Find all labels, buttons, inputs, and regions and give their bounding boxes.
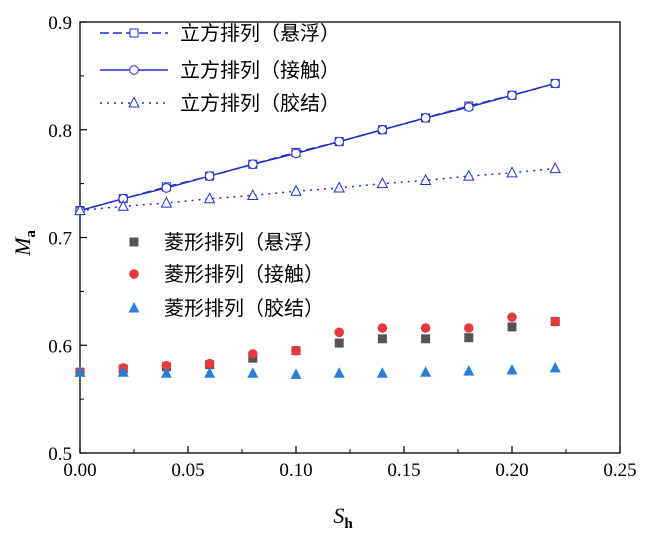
data-point [290,184,302,196]
legend-label: 立方排列（悬浮） [180,21,340,45]
data-point [203,192,216,204]
data-point [334,136,345,147]
data-point [291,148,301,159]
y-tick-label: 0.9 [48,13,72,34]
data-point [247,188,259,201]
data-point [117,366,129,377]
data-point [333,367,345,378]
legend-label: 菱形排列（接触） [164,262,324,286]
data-point [421,334,431,344]
data-point [549,361,561,373]
x-tick-label: 0.25 [603,460,636,481]
series-line [79,82,556,212]
data-point [161,360,172,371]
x-tick-label: 0.05 [171,460,204,481]
data-point [333,181,345,193]
data-point [204,171,215,181]
legend-marker [128,302,140,313]
legend-label: 菱形排列（胶结） [164,296,324,320]
data-point [334,327,345,338]
data-point [419,173,432,185]
plot-frame [79,21,621,454]
legend-label: 立方排列（接触） [180,58,340,82]
series-3 [74,162,561,216]
legend-label: 菱形排列（悬浮） [164,230,324,254]
data-point [464,333,474,343]
y-tick-label: 0.7 [48,229,72,250]
data-point [507,322,517,332]
data-point [549,162,561,174]
x-tick-label: 0.10 [279,460,312,481]
legend-marker [129,237,139,247]
data-point [248,349,258,359]
data-point [160,367,172,378]
legend-entry-6: 菱形排列（胶结） [128,296,324,320]
data-point [377,124,388,135]
data-point [74,204,86,216]
x-axis-title-main: S [333,503,344,528]
series-5 [75,312,560,377]
data-point [464,323,474,333]
legend: 立方排列（悬浮） 立方排列（接触） 立方排列（胶结） 菱形排列（悬浮） 菱形排列（接触）… [100,21,340,320]
legend-entry-4: 菱形排列（悬浮） [129,230,324,254]
legend-marker [129,28,139,38]
x-axis-title-sub: h [344,516,353,532]
y-axis-title: Ma [10,230,39,257]
data-point [117,199,129,211]
series-4 [75,317,560,377]
data-point [463,365,475,376]
legend-marker [128,96,140,108]
data-point [550,78,561,89]
data-point [161,183,172,193]
data-point [376,177,389,189]
legend-entry-2: 立方排列（接触） [100,58,340,82]
data-point [376,367,388,378]
data-point [507,312,517,323]
data-point [74,366,86,377]
y-axis: 0.5 0.6 0.7 0.8 0.9 [48,13,87,465]
legend-marker [129,269,139,279]
data-point [464,102,474,112]
y-tick-label: 0.5 [48,444,72,465]
x-tick-label: 0.20 [495,460,528,481]
data-point [377,334,387,344]
legend-entry-1: 立方排列（悬浮） [100,21,340,45]
data-point [550,316,560,327]
legend-label: 立方排列（胶结） [180,91,340,115]
data-point [160,196,173,208]
data-point [248,159,258,170]
x-tick-label: 0.15 [387,460,420,481]
data-point [290,368,302,379]
y-tick-label: 0.6 [48,336,72,357]
data-point [377,323,388,333]
data-point [463,169,475,181]
x-axis: 0.00 0.05 0.10 0.15 0.20 0.25 [63,446,637,481]
y-axis-title-main: M [10,236,35,257]
data-point [204,367,216,378]
series-line [79,82,556,212]
x-tick-label: 0.00 [63,460,96,481]
series-6 [74,361,561,379]
data-point [506,166,518,178]
y-tick-label: 0.8 [48,121,72,142]
data-point [420,323,431,333]
data-point [420,113,431,123]
x-axis-title: Sh [333,503,353,532]
legend-entry-5: 菱形排列（接触） [129,262,324,286]
data-point [507,90,517,101]
legend-entry-3: 立方排列（胶结） [100,91,340,115]
data-point [247,367,259,378]
data-point [506,364,518,375]
data-point [420,366,432,377]
y-axis-title-sub: a [23,230,39,238]
series-line [79,167,556,212]
series-layer [74,78,561,379]
data-point [291,345,301,356]
data-point [204,358,215,369]
data-point [334,338,344,348]
plot-border [79,21,621,454]
legend-marker [129,65,139,75]
